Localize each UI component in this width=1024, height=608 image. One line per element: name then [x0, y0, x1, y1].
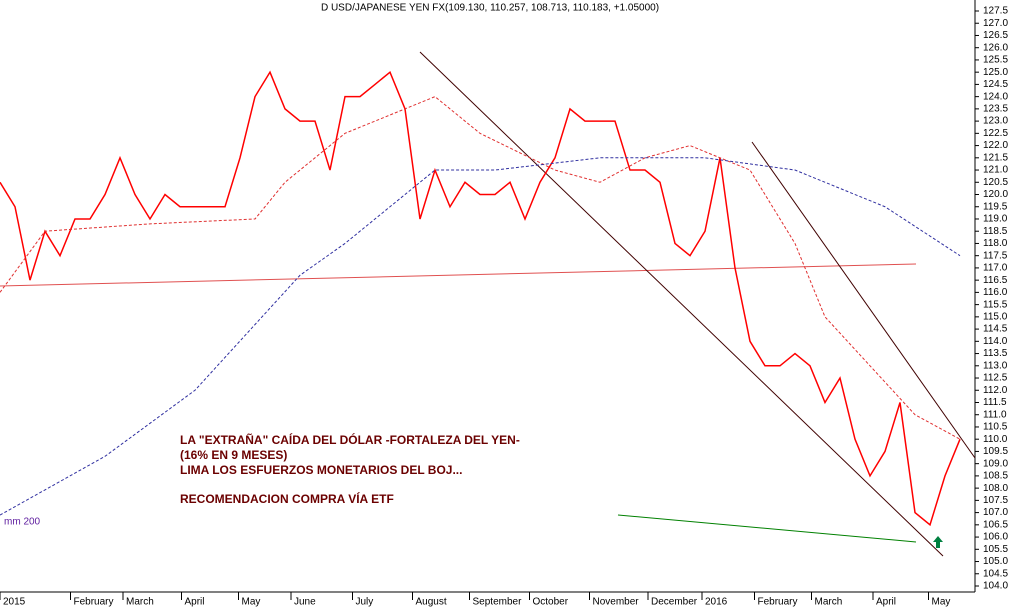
annotation: (16% EN 9 MESES)	[180, 448, 287, 462]
y-tick-label: 125.0	[983, 67, 1008, 78]
y-tick-label: 124.0	[983, 91, 1008, 102]
x-tick-label: March	[126, 597, 154, 608]
y-tick-label: 116.5	[983, 275, 1008, 286]
y-tick-label: 114.5	[983, 324, 1008, 335]
y-tick-label: 118.0	[983, 238, 1008, 249]
y-tick-label: 110.0	[983, 434, 1008, 445]
y-tick-label: 116.0	[983, 287, 1008, 298]
y-tick-label: 118.5	[983, 226, 1008, 237]
x-tick-label: May	[932, 597, 951, 608]
y-tick-label: 107.0	[983, 507, 1008, 518]
y-tick-label: 119.0	[983, 214, 1008, 225]
y-tick-label: 121.0	[983, 165, 1008, 176]
trend-line	[751, 141, 976, 459]
price-line	[0, 70, 961, 527]
y-tick-label: 127.5	[983, 6, 1008, 17]
y-tick-label: 105.0	[983, 556, 1008, 567]
y-tick-label: 124.5	[983, 79, 1008, 90]
y-tick-label: 104.0	[983, 581, 1008, 592]
y-tick-label: 111.5	[983, 397, 1007, 408]
x-tick-label: August	[416, 597, 447, 608]
moving-average	[0, 96, 961, 440]
x-tick-label: March	[815, 597, 843, 608]
y-tick-label: 112.5	[983, 373, 1008, 384]
x-tick-label: July	[356, 597, 374, 608]
x-tick-label: April	[185, 597, 205, 608]
x-tick-label: November	[593, 597, 640, 608]
annotation: LA "EXTRAÑA" CAÍDA DEL DÓLAR -FORTALEZA …	[180, 432, 520, 447]
x-tick-label: February	[758, 597, 798, 608]
y-tick-label: 120.5	[983, 177, 1008, 188]
y-tick-label: 125.5	[983, 55, 1008, 66]
y-tick-label: 111.0	[983, 409, 1007, 420]
y-tick-label: 109.5	[983, 446, 1008, 457]
y-tick-label: 119.5	[983, 201, 1008, 212]
y-tick-label: 115.0	[983, 311, 1008, 322]
y-tick-label: 109.0	[983, 458, 1008, 469]
x-tick-label: February	[74, 597, 114, 608]
y-tick-label: 123.5	[983, 104, 1008, 115]
chart-title: D USD/JAPANESE YEN FX(109.130, 110.257, …	[321, 3, 659, 14]
x-tick-label: April	[876, 597, 896, 608]
x-tick-label: May	[242, 597, 261, 608]
y-tick-label: 126.0	[983, 42, 1008, 53]
y-tick-label: 120.0	[983, 189, 1008, 200]
y-tick-label: 122.5	[983, 128, 1008, 139]
annotation: RECOMENDACION COMPRA VÍA ETF	[180, 491, 394, 506]
y-tick-label: 113.0	[983, 360, 1008, 371]
y-tick-label: 115.5	[983, 299, 1008, 310]
x-tick-label: December	[651, 597, 698, 608]
green-line	[617, 514, 917, 543]
y-tick-label: 108.5	[983, 471, 1008, 482]
x-tick-label: 2016	[705, 597, 728, 608]
y-tick-label: 113.5	[983, 348, 1008, 359]
y-tick-label: 126.5	[983, 30, 1008, 41]
trend-line	[419, 51, 944, 557]
y-tick-label: 106.5	[983, 519, 1008, 530]
y-tick-label: 122.0	[983, 140, 1008, 151]
y-tick-label: 127.0	[983, 18, 1008, 29]
y-tick-label: 110.5	[983, 422, 1008, 433]
y-tick-label: 108.0	[983, 483, 1008, 494]
y-tick-label: 123.0	[983, 116, 1008, 127]
y-tick-label: 106.0	[983, 532, 1008, 543]
annotation: LIMA LOS ESFUERZOS MONETARIOS DEL BOJ...	[180, 463, 462, 477]
moving-average	[0, 157, 961, 516]
y-tick-label: 117.5	[983, 250, 1008, 261]
arrow-icon	[933, 536, 943, 548]
y-tick-label: 107.5	[983, 495, 1008, 506]
y-tick-label: 117.0	[983, 263, 1008, 274]
y-tick-label: 104.5	[983, 568, 1008, 579]
support-line	[0, 263, 917, 287]
x-tick-label: October	[533, 597, 569, 608]
x-tick-label: June	[294, 597, 316, 608]
ma-label: mm 200	[4, 517, 41, 528]
y-tick-label: 105.5	[983, 544, 1008, 555]
x-tick-label: September	[473, 597, 523, 608]
y-tick-label: 121.5	[983, 152, 1008, 163]
y-tick-label: 114.0	[983, 336, 1008, 347]
x-tick-label: 2015	[3, 597, 26, 608]
y-tick-label: 112.0	[983, 385, 1008, 396]
